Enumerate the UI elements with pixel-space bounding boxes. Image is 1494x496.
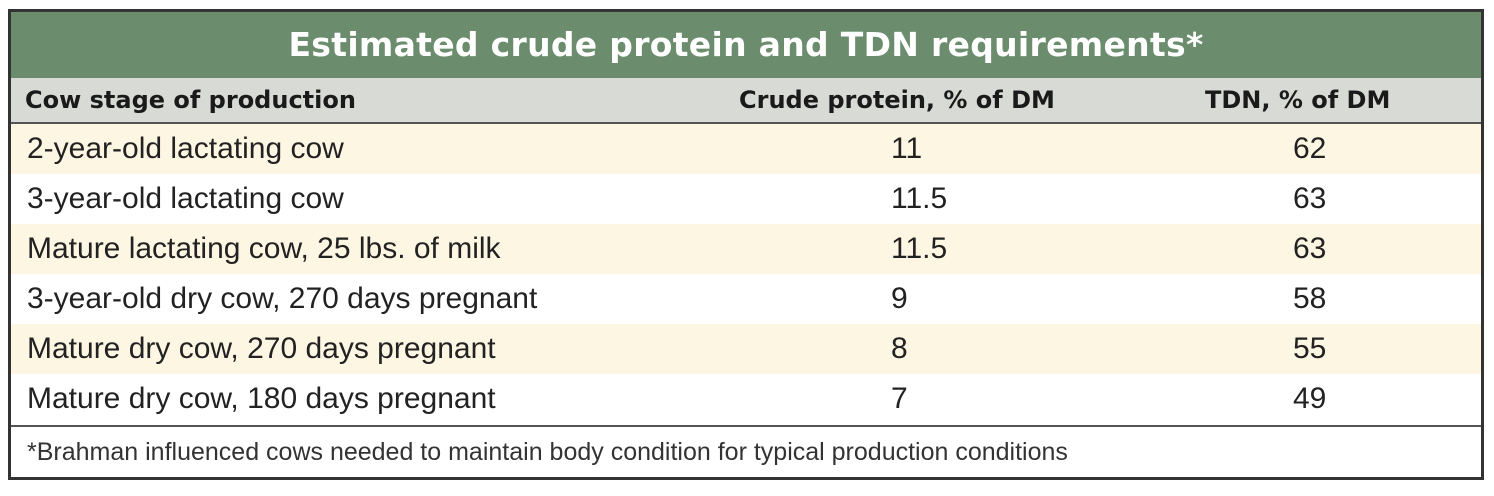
- cell-stage: 3-year-old lactating cow: [27, 182, 344, 215]
- cell-stage: Mature lactating cow, 25 lbs. of milk: [27, 232, 501, 265]
- cell-stage: Mature dry cow, 270 days pregnant: [27, 332, 496, 365]
- requirements-table: Estimated crude protein and TDN requirem…: [8, 9, 1484, 480]
- cell-crude-protein: 8: [891, 332, 908, 365]
- cell-tdn: 63: [1293, 182, 1327, 215]
- cell-crude-protein: 7: [891, 382, 908, 415]
- column-header-crude-protein: Crude protein, % of DM: [739, 86, 1055, 114]
- table-footnote: *Brahman influenced cows needed to maint…: [11, 425, 1481, 477]
- cell-crude-protein: 11.5: [891, 182, 948, 215]
- table-row: Mature dry cow, 180 days pregnant 7 49: [11, 374, 1481, 424]
- table-title: Estimated crude protein and TDN requirem…: [11, 12, 1481, 78]
- column-header-tdn: TDN, % of DM: [1205, 86, 1391, 114]
- cell-tdn: 58: [1293, 282, 1327, 315]
- cell-crude-protein: 11.5: [891, 232, 948, 265]
- table-body: 2-year-old lactating cow 11 62 3-year-ol…: [11, 124, 1481, 424]
- table-row: 2-year-old lactating cow 11 62: [11, 124, 1481, 174]
- cell-crude-protein: 11: [891, 132, 923, 165]
- table-header: Cow stage of production Crude protein, %…: [11, 78, 1481, 124]
- cell-stage: Mature dry cow, 180 days pregnant: [27, 382, 496, 415]
- cell-tdn: 63: [1293, 232, 1327, 265]
- table-row: Mature lactating cow, 25 lbs. of milk 11…: [11, 224, 1481, 274]
- table-row: 3-year-old dry cow, 270 days pregnant 9 …: [11, 274, 1481, 324]
- cell-tdn: 55: [1293, 332, 1327, 365]
- cell-tdn: 62: [1293, 132, 1327, 165]
- cell-tdn: 49: [1293, 382, 1327, 415]
- cell-crude-protein: 9: [891, 282, 908, 315]
- cell-stage: 3-year-old dry cow, 270 days pregnant: [27, 282, 538, 315]
- table-row: 3-year-old lactating cow 11.5 63: [11, 174, 1481, 224]
- column-header-stage: Cow stage of production: [25, 86, 356, 114]
- cell-stage: 2-year-old lactating cow: [27, 132, 344, 165]
- table-row: Mature dry cow, 270 days pregnant 8 55: [11, 324, 1481, 374]
